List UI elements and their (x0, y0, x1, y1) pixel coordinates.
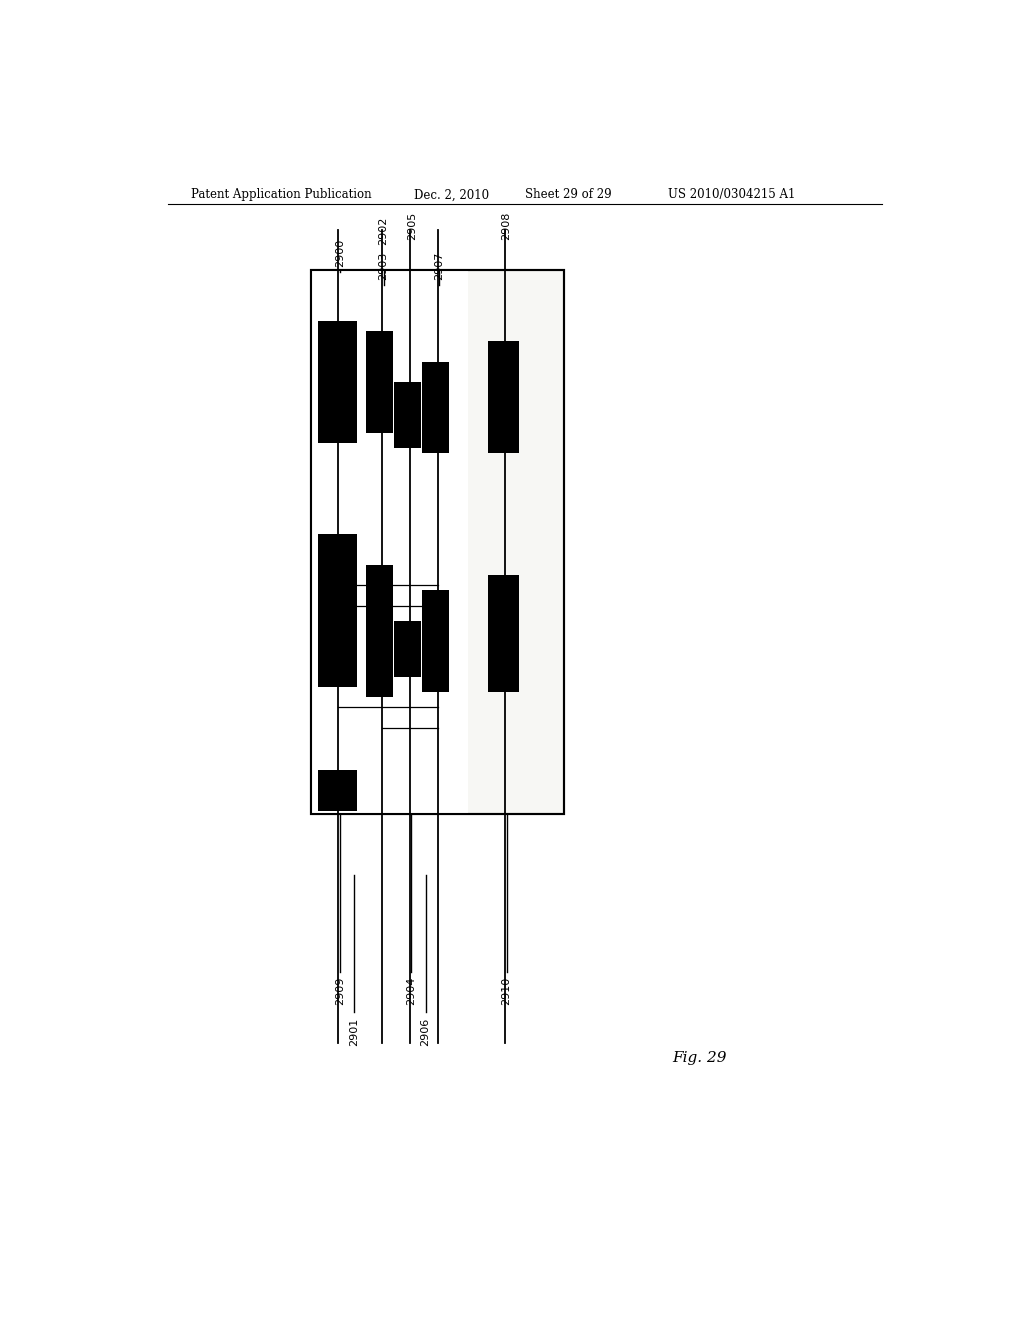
Text: 2907: 2907 (434, 252, 444, 280)
Text: Patent Application Publication: Patent Application Publication (191, 189, 372, 202)
Bar (310, 271, 564, 814)
Bar (367, 331, 393, 433)
Bar (367, 565, 393, 697)
Text: 2903: 2903 (379, 252, 388, 280)
Bar (422, 590, 449, 692)
Text: 2904: 2904 (407, 977, 417, 1005)
Bar (394, 620, 421, 677)
Text: US 2010/0304215 A1: US 2010/0304215 A1 (668, 189, 795, 202)
Text: 2901: 2901 (349, 1018, 359, 1045)
Text: 2909: 2909 (335, 977, 345, 1005)
Text: Dec. 2, 2010: Dec. 2, 2010 (414, 189, 488, 202)
Text: Sheet 29 of 29: Sheet 29 of 29 (524, 189, 611, 202)
Bar (318, 535, 356, 686)
Text: Fig. 29: Fig. 29 (672, 1051, 727, 1065)
Bar (487, 576, 519, 692)
Text: 2906: 2906 (421, 1018, 431, 1045)
Bar (487, 342, 519, 453)
Text: 2905: 2905 (408, 211, 417, 240)
Bar (318, 321, 356, 444)
Text: 2910: 2910 (502, 977, 512, 1005)
Bar (310, 271, 564, 814)
Bar (422, 362, 449, 453)
Bar (318, 771, 356, 810)
Bar (394, 381, 421, 447)
Text: 2902: 2902 (379, 216, 388, 244)
Text: 2900: 2900 (335, 239, 345, 267)
Text: 2908: 2908 (502, 211, 512, 240)
Bar (310, 271, 468, 814)
